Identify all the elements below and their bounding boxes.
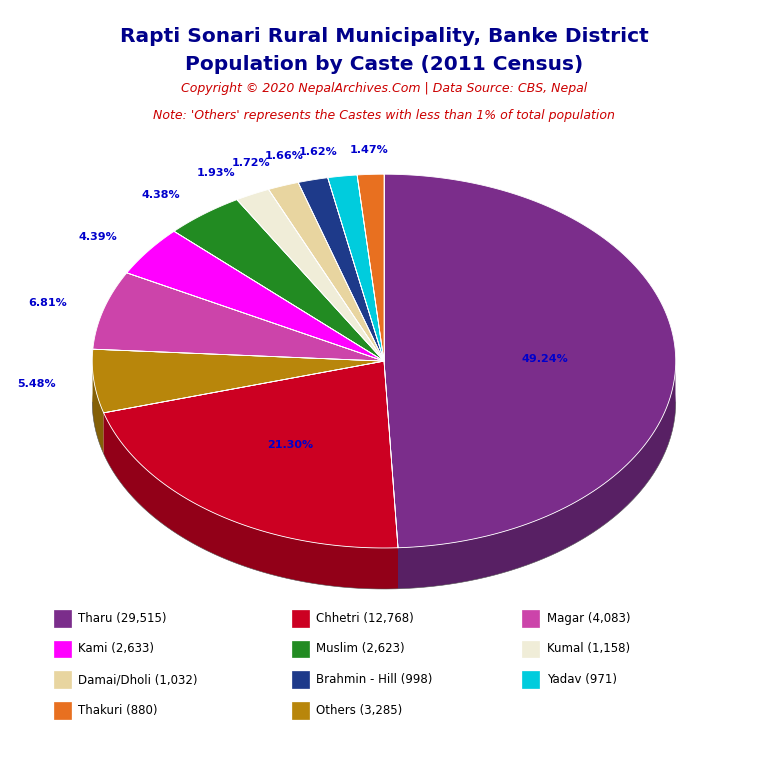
Text: 6.81%: 6.81%: [28, 298, 67, 308]
Polygon shape: [93, 273, 384, 361]
Polygon shape: [127, 231, 384, 361]
Text: Kumal (1,158): Kumal (1,158): [547, 643, 630, 655]
Polygon shape: [104, 413, 398, 589]
Text: Copyright © 2020 NepalArchives.Com | Data Source: CBS, Nepal: Copyright © 2020 NepalArchives.Com | Dat…: [181, 82, 587, 95]
Text: Brahmin - Hill (998): Brahmin - Hill (998): [316, 674, 433, 686]
Polygon shape: [269, 183, 384, 361]
Text: 21.30%: 21.30%: [267, 439, 313, 450]
Text: Kami (2,633): Kami (2,633): [78, 643, 154, 655]
Text: 49.24%: 49.24%: [521, 353, 568, 363]
Polygon shape: [92, 353, 104, 454]
Text: 4.39%: 4.39%: [79, 232, 118, 242]
Polygon shape: [298, 177, 384, 361]
Polygon shape: [384, 174, 676, 548]
Polygon shape: [328, 175, 384, 361]
Text: Chhetri (12,768): Chhetri (12,768): [316, 612, 414, 624]
Text: Muslim (2,623): Muslim (2,623): [316, 643, 405, 655]
Polygon shape: [357, 174, 384, 361]
Text: Population by Caste (2011 Census): Population by Caste (2011 Census): [185, 55, 583, 74]
Text: Thakuri (880): Thakuri (880): [78, 704, 158, 717]
Polygon shape: [237, 190, 384, 361]
Text: 1.93%: 1.93%: [197, 167, 236, 177]
Polygon shape: [92, 349, 384, 413]
Text: 5.48%: 5.48%: [18, 379, 56, 389]
Text: Magar (4,083): Magar (4,083): [547, 612, 631, 624]
Text: Note: 'Others' represents the Castes with less than 1% of total population: Note: 'Others' represents the Castes wit…: [153, 109, 615, 122]
Text: Yadav (971): Yadav (971): [547, 674, 617, 686]
Text: 1.66%: 1.66%: [265, 151, 303, 161]
Text: 1.47%: 1.47%: [349, 145, 388, 155]
Text: Others (3,285): Others (3,285): [316, 704, 402, 717]
Polygon shape: [104, 361, 398, 548]
Text: Damai/Dholi (1,032): Damai/Dholi (1,032): [78, 674, 198, 686]
Polygon shape: [174, 200, 384, 361]
Text: 1.72%: 1.72%: [231, 158, 270, 168]
Polygon shape: [398, 353, 676, 589]
Text: 1.62%: 1.62%: [298, 147, 337, 157]
Text: Tharu (29,515): Tharu (29,515): [78, 612, 167, 624]
Text: Rapti Sonari Rural Municipality, Banke District: Rapti Sonari Rural Municipality, Banke D…: [120, 27, 648, 46]
Text: 4.38%: 4.38%: [142, 190, 180, 200]
